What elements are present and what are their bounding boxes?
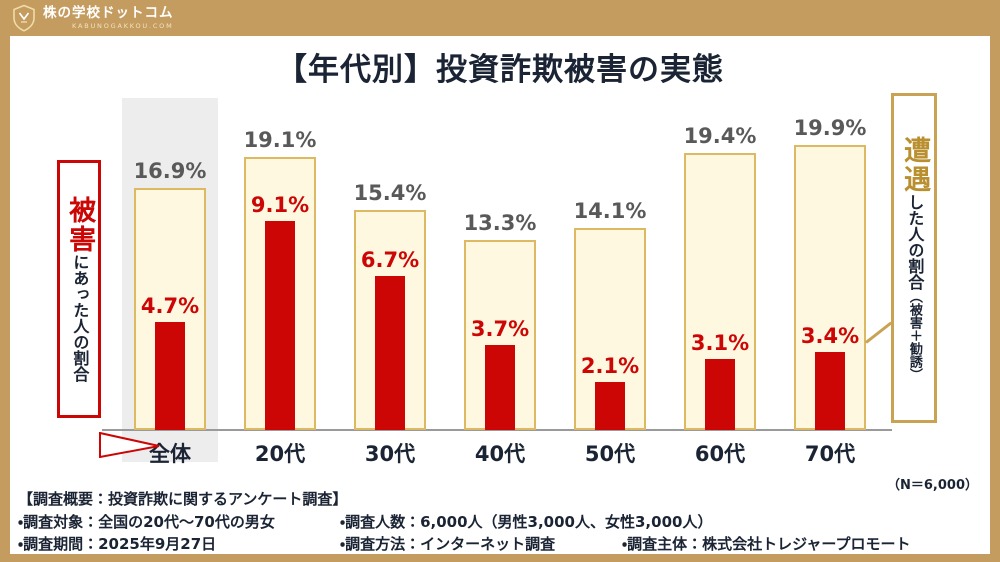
category-label: 60代	[694, 442, 746, 466]
victim-rate-value-label: 3.4%	[800, 324, 860, 348]
bar-chart: 16.9% 4.7% 全体 19.1% 9.1% 20代 15.4% 6.7% 30代 13.3%…	[10, 96, 990, 468]
encounter-rate-value-label: 14.1%	[573, 199, 647, 223]
content-panel: 【年代別】投資詐欺被害の実態 16.9% 4.7% 全体 19.1% 9.1% 20代 15…	[10, 36, 990, 554]
victim-rate-value-label: 2.1%	[580, 354, 640, 378]
encounter-rate-callout-text: 遭遇 した人の割合 （被害＋勧誘）	[894, 96, 934, 420]
encounter-rate-value-label: 19.1%	[243, 128, 317, 152]
encounter-callout-emphasis: 遭遇	[899, 135, 931, 194]
encounter-rate-value-label: 15.4%	[353, 181, 427, 205]
category-label: 70代	[804, 442, 856, 466]
category-label: 30代	[364, 442, 416, 466]
victim-rate-value-label: 9.1%	[250, 193, 310, 217]
survey-target: ・調査対象：全国の20代～70代の男女	[18, 513, 275, 531]
page-title: 【年代別】投資詐欺被害の実態	[276, 52, 724, 88]
encounter-rate-value-label: 16.9%	[133, 159, 207, 183]
encounter-rate-value-label: 13.3%	[463, 211, 537, 235]
victim-rate-callout: 被害 にあった人の割合	[57, 160, 101, 418]
victim-rate-callout-text: 被害 にあった人の割合	[60, 163, 98, 415]
survey-period: ・調査期間：2025年9月27日	[18, 535, 217, 553]
victim-rate-bar	[595, 382, 625, 430]
survey-detail-row-1: ・調査対象：全国の20代～70代の男女 ・調査人数：6,000人（男性3,000…	[18, 511, 712, 532]
encounter-callout-rest: した人の割合	[905, 193, 925, 290]
shield-logo-icon	[13, 4, 35, 32]
brand-tagline: KABUNOGAKKOU.COM	[72, 21, 174, 30]
brand-text: 株の学校ドットコム KABUNOGAKKOU.COM	[43, 5, 174, 30]
victim-callout-rest: にあった人の割合	[70, 254, 90, 382]
brand-header-bar: 株の学校ドットコム KABUNOGAKKOU.COM	[0, 0, 1000, 36]
victim-rate-bar	[705, 359, 735, 430]
encounter-rate-value-label: 19.4%	[683, 124, 757, 148]
victim-rate-value-label: 6.7%	[360, 248, 420, 272]
sample-size-label: （N＝6,000）	[886, 478, 978, 493]
encounter-callout-paren: （被害＋勧誘）	[906, 289, 922, 381]
category-label: 20代	[254, 442, 306, 466]
survey-sample-count: ・調査人数：6,000人（男性3,000人、女性3,000人）	[340, 513, 713, 531]
victim-callout-emphasis: 被害	[64, 196, 96, 254]
survey-overview-heading: 【調査概要：投資詐欺に関するアンケート調査】	[18, 490, 348, 508]
encounter-rate-value-label: 19.9%	[793, 116, 867, 140]
encounter-rate-callout: 遭遇 した人の割合 （被害＋勧誘）	[891, 93, 937, 423]
category-label: 50代	[584, 442, 636, 466]
victim-rate-bar	[265, 221, 295, 430]
brand-logo: 株の学校ドットコム KABUNOGAKKOU.COM	[12, 4, 174, 32]
victim-rate-bar	[815, 352, 845, 430]
victim-rate-bar	[375, 276, 405, 430]
victim-rate-value-label: 4.7%	[140, 294, 200, 318]
survey-method: ・調査方法：インターネット調査	[340, 535, 556, 553]
victim-rate-value-label: 3.7%	[470, 317, 530, 341]
survey-detail-row-2: ・調査期間：2025年9月27日 ・調査方法：インターネット調査 ・調査主体：株…	[18, 533, 910, 554]
category-label: 40代	[474, 442, 526, 466]
brand-name: 株の学校ドットコム	[43, 5, 174, 21]
victim-rate-bar	[155, 322, 185, 430]
survey-organizer: ・調査主体：株式会社トレジャープロモート	[622, 535, 911, 553]
victim-callout-pointer	[99, 432, 160, 458]
victim-rate-value-label: 3.1%	[690, 331, 750, 355]
x-axis-line	[102, 429, 892, 431]
victim-rate-bar	[485, 345, 515, 430]
